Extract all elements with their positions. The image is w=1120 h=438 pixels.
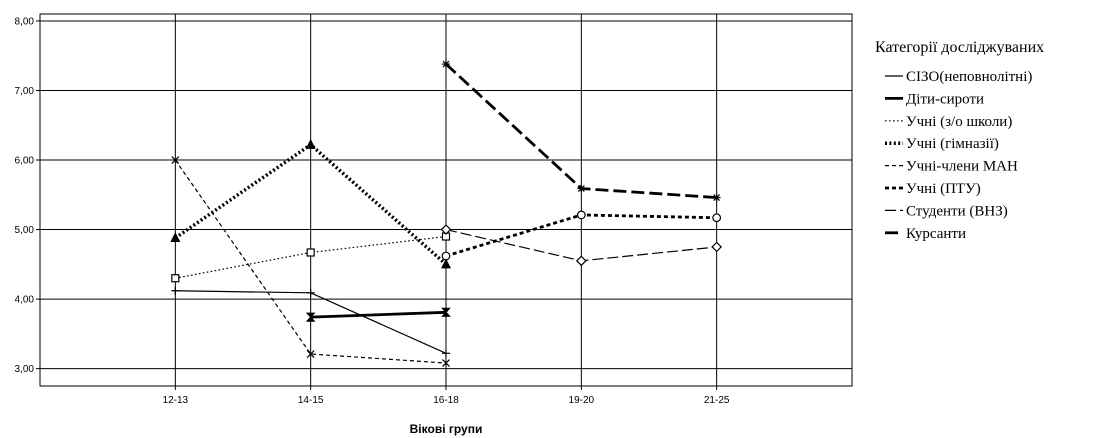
data-point <box>171 274 180 283</box>
series-group <box>171 286 450 358</box>
series-group <box>305 307 451 322</box>
legend: Категорії досліджуваних СІЗО(неповнолітн… <box>875 39 1044 242</box>
legend-title: Категорії досліджуваних <box>875 39 1044 56</box>
legend-label: Учні (з/о школи) <box>906 114 1012 130</box>
y-tick-label: 6,00 <box>15 156 35 167</box>
series-line <box>174 159 447 364</box>
y-tick-label: 4,00 <box>15 295 35 306</box>
legend-label: Учні-члени МАН <box>906 159 1018 175</box>
data-point <box>306 288 315 297</box>
legend-label: Діти-сироти <box>906 91 984 107</box>
series-group <box>171 232 451 283</box>
data-point <box>170 232 181 242</box>
series-line <box>310 310 447 319</box>
data-point <box>171 286 180 295</box>
y-tick-label: 7,00 <box>15 86 35 97</box>
data-point <box>712 193 721 202</box>
x-tick-label: 21-25 <box>704 395 730 406</box>
series-group <box>170 138 451 269</box>
data-point <box>306 350 315 358</box>
series-group <box>171 156 450 367</box>
legend-label: Курсанти <box>906 226 966 242</box>
data-point <box>305 138 316 149</box>
x-axis-title: Вікові групи <box>410 422 483 436</box>
x-axis: 12-13 14-15 16-18 19-20 21-25 <box>163 386 730 406</box>
series-lines <box>170 60 723 367</box>
series-line <box>175 235 447 279</box>
data-point <box>577 184 586 193</box>
x-tick-label: 16-18 <box>433 395 459 406</box>
x-tick-label: 19-20 <box>569 395 595 406</box>
data-point <box>442 60 450 69</box>
series-group <box>442 60 721 202</box>
data-point <box>440 224 452 235</box>
data-point <box>711 241 723 253</box>
grid <box>40 14 852 386</box>
data-point <box>306 248 315 257</box>
data-point <box>442 359 450 367</box>
data-point <box>171 156 180 164</box>
data-point <box>442 349 450 358</box>
y-tick-label: 3,00 <box>15 364 35 375</box>
series-group <box>440 224 723 267</box>
data-point <box>305 312 316 322</box>
x-tick-label: 14-15 <box>298 395 324 406</box>
y-axis: 3,00 4,00 5,00 6,00 7,00 8,00 <box>15 16 40 375</box>
legend-label: Учні (гімназії) <box>906 136 999 152</box>
legend-label: Учні (ПТУ) <box>906 181 981 197</box>
data-point <box>576 210 586 220</box>
data-point <box>575 255 587 267</box>
data-point <box>441 251 451 261</box>
y-tick-label: 5,00 <box>15 225 35 236</box>
data-point <box>712 213 722 223</box>
series-group <box>441 210 722 261</box>
x-tick-label: 12-13 <box>163 395 189 406</box>
legend-label: СІЗО(неповнолітні) <box>906 69 1032 85</box>
y-tick-label: 8,00 <box>15 16 35 27</box>
data-point <box>441 258 451 269</box>
data-point <box>441 307 451 317</box>
legend-label: Студенти (ВНЗ) <box>906 203 1008 219</box>
